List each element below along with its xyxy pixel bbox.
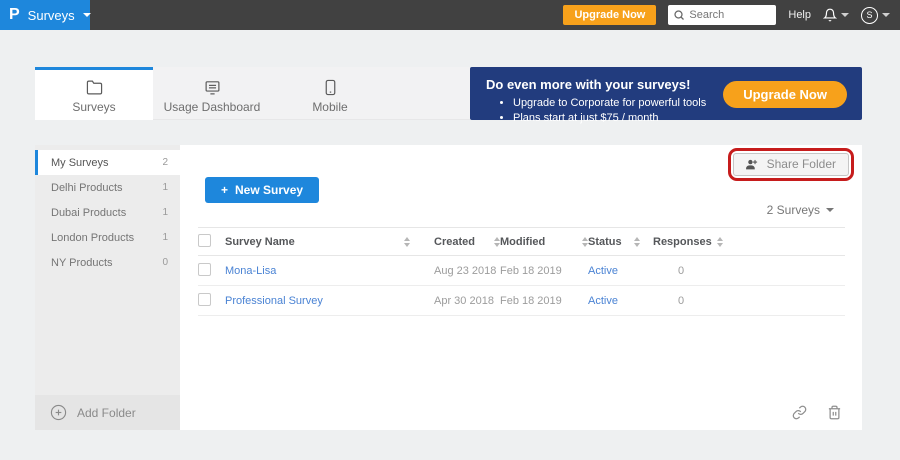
dashboard-icon — [203, 79, 222, 96]
banner-bullets: Upgrade to Corporate for powerful tools … — [513, 97, 742, 124]
chevron-down-icon — [841, 13, 849, 17]
table-row: Professional Survey Apr 30 2018 Feb 18 2… — [198, 286, 845, 316]
table-header-row: Survey Name Created Modified Status — [198, 227, 845, 256]
search-icon — [673, 9, 685, 21]
bell-icon — [823, 8, 837, 22]
folder-count: 1 — [162, 182, 168, 193]
created-date: Apr 30 2018 — [434, 294, 494, 307]
share-folder-button[interactable]: Share Folder — [732, 153, 849, 176]
folder-sidebar: My Surveys 2 Delhi Products 1 Dubai Prod… — [35, 145, 180, 430]
chevron-down-icon — [826, 208, 834, 212]
panel-footer-actions — [792, 405, 842, 420]
column-header-created[interactable]: Created — [434, 235, 475, 248]
banner-upgrade-button[interactable]: Upgrade Now — [723, 81, 847, 108]
notifications-menu[interactable] — [823, 8, 849, 22]
status-badge: Active — [588, 264, 618, 277]
new-survey-label: New Survey — [235, 183, 304, 197]
responses-count: 0 — [678, 294, 685, 307]
column-header-responses[interactable]: Responses — [653, 235, 712, 248]
sidebar-item-london-products[interactable]: London Products 1 — [35, 225, 180, 250]
modified-date: Feb 18 2019 — [500, 264, 562, 277]
sidebar-item-dubai-products[interactable]: Dubai Products 1 — [35, 200, 180, 225]
search-box — [668, 5, 777, 25]
tab-bar: Surveys Usage Dashboard Mobile — [35, 67, 470, 120]
folder-label: My Surveys — [51, 156, 109, 169]
sidebar-item-delhi-products[interactable]: Delhi Products 1 — [35, 175, 180, 200]
folder-count: 2 — [162, 157, 168, 168]
avatar: S — [861, 6, 878, 24]
mobile-icon — [322, 79, 339, 96]
help-link[interactable]: Help — [788, 9, 811, 21]
new-survey-button[interactable]: + New Survey — [205, 177, 320, 203]
select-all-checkbox[interactable] — [198, 233, 211, 247]
banner-title: Do even more with your surveys! — [486, 77, 691, 92]
surveys-panel: Share Folder + New Survey 2 Surveys Surv… — [180, 145, 862, 430]
banner-bullet: Upgrade to Corporate for powerful tools — [513, 97, 742, 109]
column-header-modified[interactable]: Modified — [500, 235, 546, 248]
product-menu-label: Surveys — [27, 7, 75, 23]
surveys-table: Survey Name Created Modified Status — [198, 227, 845, 316]
status-badge: Active — [588, 294, 618, 307]
app-logo: P — [9, 6, 20, 23]
link-icon[interactable] — [792, 405, 807, 420]
chevron-down-icon — [82, 13, 91, 17]
tab-label: Mobile — [312, 100, 348, 114]
tab-mobile[interactable]: Mobile — [271, 67, 389, 119]
plus-circle-icon — [50, 404, 67, 421]
trash-icon[interactable] — [827, 405, 842, 420]
responses-count: 0 — [678, 264, 685, 277]
sidebar-item-my-surveys[interactable]: My Surveys 2 — [35, 150, 180, 175]
folder-label: London Products — [51, 231, 135, 244]
sort-icon[interactable] — [494, 236, 500, 247]
column-header-status[interactable]: Status — [588, 235, 622, 248]
folder-count: 1 — [162, 232, 168, 243]
product-menu[interactable]: P Surveys — [0, 0, 91, 30]
folder-label: Dubai Products — [51, 206, 127, 219]
sort-icon[interactable] — [582, 236, 588, 247]
chevron-down-icon — [882, 13, 890, 17]
plus-icon: + — [221, 183, 229, 197]
folder-icon — [85, 79, 104, 96]
row-checkbox[interactable] — [198, 292, 211, 306]
annotation-highlight: Share Folder — [727, 148, 854, 181]
sort-icon[interactable] — [404, 236, 410, 247]
column-header-survey-name[interactable]: Survey Name — [225, 235, 295, 248]
tab-usage-dashboard[interactable]: Usage Dashboard — [153, 67, 271, 119]
search-input[interactable] — [668, 5, 777, 25]
tab-label: Usage Dashboard — [163, 100, 261, 114]
modified-date: Feb 18 2019 — [500, 294, 562, 307]
add-folder-button[interactable]: Add Folder — [35, 395, 180, 430]
sort-icon[interactable] — [716, 236, 723, 247]
share-folder-label: Share Folder — [766, 157, 836, 171]
tab-surveys[interactable]: Surveys — [35, 67, 153, 120]
surveys-count-label: 2 Surveys — [766, 203, 820, 217]
upgrade-now-button[interactable]: Upgrade Now — [563, 5, 657, 25]
sidebar-item-ny-products[interactable]: NY Products 0 — [35, 250, 180, 275]
tabs-banner-row: Surveys Usage Dashboard Mobile Do even m… — [35, 67, 862, 124]
topbar-actions: Upgrade Now Help S — [563, 5, 900, 25]
surveys-count-dropdown[interactable]: 2 Surveys — [767, 203, 834, 217]
row-checkbox[interactable] — [198, 262, 211, 276]
user-plus-icon — [744, 158, 759, 171]
table-row: Mona-Lisa Aug 23 2018 Feb 18 2019 Active… — [198, 256, 845, 286]
folder-label: Delhi Products — [51, 181, 123, 194]
folder-label: NY Products — [51, 256, 113, 269]
tab-label: Surveys — [72, 100, 116, 114]
survey-name-link[interactable]: Professional Survey — [225, 294, 323, 307]
top-bar: P Surveys Upgrade Now Help S — [0, 0, 900, 30]
sort-icon[interactable] — [634, 236, 640, 247]
folder-count: 0 — [162, 257, 168, 268]
created-date: Aug 23 2018 — [434, 264, 497, 277]
sidebar-spacer — [35, 275, 180, 395]
account-menu[interactable]: S — [861, 6, 890, 24]
banner-bullet: Plans start at just $75 / month — [513, 112, 742, 124]
folder-count: 1 — [162, 207, 168, 218]
survey-name-link[interactable]: Mona-Lisa — [225, 264, 277, 277]
add-folder-label: Add Folder — [77, 405, 136, 420]
upgrade-banner: Do even more with your surveys! Upgrade … — [470, 67, 862, 124]
content-area: My Surveys 2 Delhi Products 1 Dubai Prod… — [35, 145, 862, 430]
